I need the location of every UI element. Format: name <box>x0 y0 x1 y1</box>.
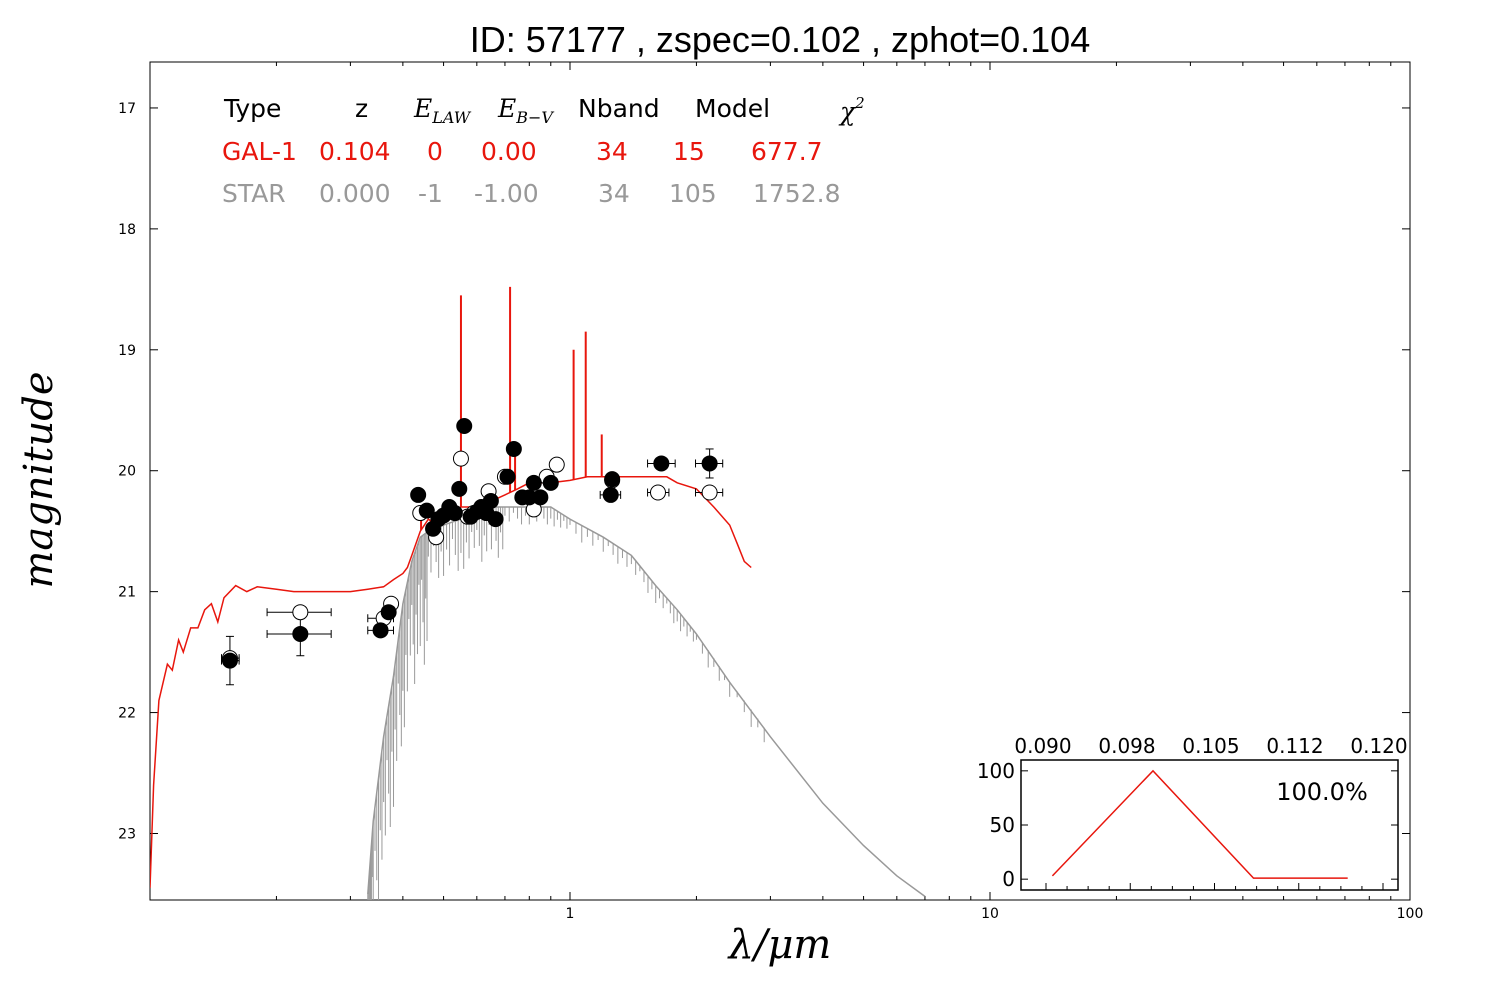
observed-flux-point <box>221 652 238 669</box>
y-tick-label: 19 <box>118 343 136 359</box>
header-ebv: EB−V <box>497 94 554 127</box>
gal-nband: 34 <box>596 137 628 166</box>
model-flux-point <box>292 604 309 621</box>
observed-flux-point <box>410 486 427 503</box>
observed-flux-point <box>482 492 499 509</box>
inset-probability-label: 100.0% <box>1276 778 1368 806</box>
star-model-line <box>367 506 926 898</box>
inset-x-tick-label: 0.105 <box>1182 734 1239 758</box>
gal-chi2: 677.7 <box>751 137 823 166</box>
galaxy-model-line <box>150 476 752 888</box>
plot-area <box>150 286 926 900</box>
observed-flux-point <box>372 622 389 639</box>
star-z: 0.000 <box>319 179 391 208</box>
observed-flux-point <box>418 502 435 519</box>
observed-flux-point <box>292 625 309 642</box>
gal-type: GAL-1 <box>222 137 297 166</box>
inset-x-tick-label: 0.098 <box>1098 734 1155 758</box>
model-flux-point <box>649 484 666 501</box>
header-nband: Nband <box>578 94 660 123</box>
gal-ebv: 0.00 <box>481 137 537 166</box>
header-elaw-subscript: LAW <box>431 108 472 127</box>
inset-frame <box>1020 759 1399 891</box>
observed-flux-point <box>525 474 542 491</box>
y-tick-label: 20 <box>118 464 136 480</box>
star-elaw: -1 <box>418 179 443 208</box>
header-ebv-subscript: B−V <box>515 108 554 127</box>
inset-pdf-line <box>1051 769 1348 879</box>
model-flux-point <box>701 484 718 501</box>
inset-x-tick-label: 0.090 <box>1014 734 1071 758</box>
y-tick-label: 21 <box>118 585 136 601</box>
star-model: 105 <box>669 179 717 208</box>
header-z: z <box>355 94 368 123</box>
observed-flux-point <box>604 471 621 488</box>
x-tick-label: 100 <box>1397 906 1424 922</box>
observed-flux-point <box>487 511 504 528</box>
observed-flux-point <box>446 505 463 522</box>
header-chi2: χ2 <box>838 94 865 126</box>
gal-model: 15 <box>673 137 705 166</box>
inset-x-tick-label: 0.120 <box>1350 734 1407 758</box>
y-tick-label: 22 <box>118 706 136 722</box>
y-tick-label: 17 <box>118 101 136 117</box>
observed-flux-point <box>532 489 549 506</box>
model-flux-point <box>548 456 565 473</box>
observed-flux-point <box>380 604 397 621</box>
x-tick-label: 1 <box>566 906 575 922</box>
figure-title: ID: 57177 , zspec=0.102 , zphot=0.104 <box>470 19 1090 60</box>
x-axis-label: λ/μm <box>727 922 832 968</box>
header-chi2-superscript: 2 <box>854 94 865 112</box>
header-elaw: ELAW <box>413 94 472 127</box>
y-tick-label: 18 <box>118 222 136 238</box>
model-flux-point <box>452 450 469 467</box>
x-tick-label: 10 <box>981 906 999 922</box>
plot-frame <box>149 61 1411 901</box>
y-tick-label: 23 <box>118 826 136 842</box>
header-model: Model <box>695 94 770 123</box>
inset-x-tick-label: 0.112 <box>1266 734 1323 758</box>
gal-elaw: 0 <box>427 137 443 166</box>
y-axis-label: magnitude <box>16 371 62 588</box>
observed-flux-point <box>602 486 619 503</box>
observed-flux-point <box>701 455 718 472</box>
star-type: STAR <box>222 179 286 208</box>
observed-flux-point <box>653 455 670 472</box>
fit-table: Type z ELAW EB−V Nband Model χ2 GAL-1 0.… <box>222 94 865 208</box>
observed-flux-point <box>499 468 516 485</box>
inset-y-tick-label: 50 <box>990 813 1015 837</box>
star-nband: 34 <box>598 179 630 208</box>
observed-flux-point <box>542 474 559 491</box>
inset-y-tick-label: 100 <box>977 759 1015 783</box>
star-ebv: -1.00 <box>474 179 539 208</box>
gal-z: 0.104 <box>319 137 391 166</box>
observed-flux-point <box>451 480 468 497</box>
header-type: Type <box>223 94 281 123</box>
inset-y-tick-label: 0 <box>1002 867 1015 891</box>
observed-flux-point <box>456 417 473 434</box>
star-chi2: 1752.8 <box>753 179 840 208</box>
observed-flux-point <box>505 440 522 457</box>
